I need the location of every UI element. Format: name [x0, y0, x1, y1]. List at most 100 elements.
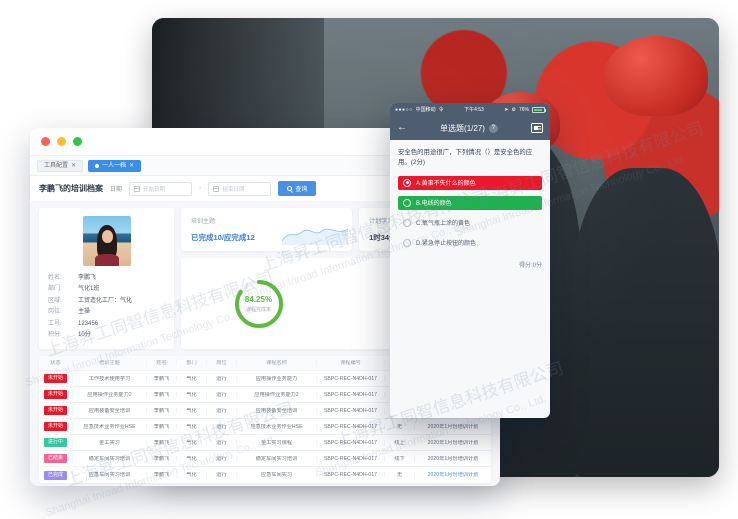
- tab-one-person-one-file[interactable]: 一人一档 ✕: [88, 159, 142, 172]
- search-icon: [287, 186, 293, 191]
- profile-value: 气化1班: [78, 286, 100, 293]
- answer-option-label: C.氧气瓶上涂的黄色: [416, 221, 471, 227]
- cell-dept: 气化: [177, 455, 207, 462]
- answer-option-label: D.紧急停止按钮的颜色: [416, 241, 477, 247]
- start-date-placeholder: 开始日期: [143, 186, 166, 193]
- phone-navigation-bar: ← 单选题(1/27) ?: [390, 116, 550, 140]
- table-row[interactable]: 已完成 应急车间实习培训 李鹏飞 气化 运行 应急车间实习 SBPC-REC-N4DH-01…: [39, 467, 491, 483]
- page-title: 李鹏飞的培训档案: [39, 184, 103, 193]
- question-text: 安全色的用途很广，下列情况（）是安全色的应用。(2分): [398, 149, 533, 167]
- cell-topic: 应急技术业务作业HSE: [73, 423, 147, 430]
- table-row[interactable]: 未开始 工作技术使用学习 李鹏飞 气化 运行 应用操作业务能力 SBPC-REC-N4DH-…: [39, 371, 491, 388]
- answer-option[interactable]: C.氧气瓶上涂的黄色: [398, 216, 542, 230]
- radio-icon[interactable]: [403, 198, 411, 207]
- quiz-content: 安全色的用途很广，下列情况（）是安全色的应用。(2分) A.黄事不失什么的颜色 B…: [390, 140, 550, 277]
- column-header-code: 课程编号: [317, 360, 385, 367]
- cell-plan: 2020年1月份培训计划: [427, 439, 479, 446]
- cell-course: 应用操作业务能力2: [237, 391, 317, 398]
- status-badge: 未开始: [43, 422, 67, 432]
- cell-status: 未开始: [39, 422, 73, 432]
- window-close-button[interactable]: [41, 137, 50, 146]
- answer-option[interactable]: A.黄事不失什么的颜色: [398, 175, 542, 190]
- cell-code: SBPC-REC-N4DH-017: [317, 391, 385, 398]
- avatar-body: [94, 254, 119, 266]
- search-button[interactable]: 查询: [278, 181, 317, 196]
- profile-value: 123456: [78, 320, 99, 327]
- cell-post: 运行: [207, 375, 237, 382]
- tab-label: 一人一档: [102, 162, 127, 169]
- tab-close-icon[interactable]: ✕: [129, 162, 135, 169]
- column-header-post: 岗位: [207, 360, 237, 367]
- avatar-wrapper: [48, 216, 165, 266]
- training-topic-label: 培训主题:: [191, 219, 217, 225]
- cell-dept: 气化: [177, 423, 207, 430]
- start-date-input[interactable]: 开始日期: [129, 181, 193, 196]
- profile-row: 岗位: 主操: [48, 307, 165, 318]
- answer-option[interactable]: D.紧急停止按钮的颜色: [398, 236, 542, 250]
- radio-icon[interactable]: [403, 178, 411, 187]
- answer-card-icon[interactable]: [531, 123, 543, 133]
- status-right-group: ➤ ⚙ 76%: [504, 106, 546, 113]
- mobile-phone-screen: ●●●○○ 中国移动 令 下午4:53 ➤ ⚙ 76% ← 单选题(1/27) …: [390, 103, 550, 418]
- cell-course: 应用操作业务能力: [237, 375, 317, 382]
- table-row[interactable]: 未开始 应急技术业务作业HSE 李鹏飞 气化 运行 应急技术业务作业HSE SBPC-REC…: [39, 419, 491, 436]
- cell-status: 已完成: [39, 470, 73, 480]
- cell-name: 李鹏飞: [147, 391, 177, 398]
- calendar-icon: [134, 185, 141, 192]
- profile-value: 工贸造化工厂：气化: [78, 297, 133, 304]
- radio-icon[interactable]: [403, 238, 411, 247]
- column-header-topic: 培训主题: [73, 360, 147, 367]
- cell-dept: 气化: [177, 375, 207, 382]
- window-minimize-button[interactable]: [57, 137, 66, 146]
- cell-topic: 应急车间实习培训: [73, 472, 147, 479]
- cell-topic: 应用装备安全培训: [73, 407, 147, 414]
- clock-label: 下午4:53: [464, 107, 484, 113]
- table-row[interactable]: 未开始 应用装备安全培训 李鹏飞 气化 运行 应用装备安全培训 SBPC-REC-N4DH-…: [39, 403, 491, 420]
- profile-row: 工号: 123456: [48, 319, 165, 330]
- cell-name: 李鹏飞: [147, 375, 177, 382]
- cell-code: SBPC-REC-N4DH-017: [317, 455, 385, 462]
- cell-post: 运行: [207, 472, 237, 479]
- cell-status: 未开始: [39, 390, 73, 400]
- tab-label: 工具配置: [44, 162, 69, 169]
- radio-icon[interactable]: [403, 218, 411, 227]
- status-badge: 已完成: [43, 470, 67, 480]
- cell-course: 应用装备安全培训: [237, 407, 317, 414]
- carrier-label: 中国移动: [415, 107, 436, 113]
- cell-mode: 无: [385, 423, 415, 430]
- profile-key: 姓名:: [48, 275, 62, 281]
- column-header-dept: 部门: [177, 360, 207, 367]
- profile-value: 主操: [78, 309, 91, 316]
- table-row[interactable]: 进行中 金工实习 李鹏飞 气化 运行 金工实习课程 SBPC-REC-N4DH-017 线上 2…: [39, 435, 491, 452]
- end-date-input[interactable]: 结束日期: [208, 181, 272, 196]
- table-row[interactable]: 已结束 稳定车间实习培训 李鹏飞 气化 运行 稳定车间实习培训 SBPC-REC-N4DH-…: [39, 451, 491, 468]
- cell-mode: 线上: [385, 439, 415, 446]
- profile-row: 部门: 气化1班: [48, 284, 165, 295]
- table-row[interactable]: 未开始 应用操作业务能力2 李鹏飞 气化 运行 应用操作业务能力2 SBPC-REC-N4D…: [39, 387, 491, 404]
- column-header-course: 课程名称: [237, 360, 317, 367]
- cell-course: 应急技术业务作业HSE: [237, 423, 317, 430]
- profile-row: 区域: 工贸造化工厂：气化: [48, 296, 165, 307]
- back-arrow-icon[interactable]: ←: [397, 122, 407, 133]
- cell-name: 李鹏飞: [147, 455, 177, 462]
- score-label: 得分:0分: [518, 262, 542, 269]
- cell-code: SBPC-REC-N4DH-017: [317, 439, 385, 446]
- window-maximize-button[interactable]: [73, 137, 82, 146]
- cell-post: 运行: [207, 455, 237, 462]
- answer-option[interactable]: B.电线的颜色: [398, 195, 542, 210]
- tab-close-icon[interactable]: ✕: [71, 162, 77, 169]
- help-icon[interactable]: ?: [488, 123, 498, 133]
- cell-code: SBPC-REC-N4DH-017: [317, 472, 385, 479]
- profile-key: 岗位:: [48, 309, 62, 316]
- location-arrow-icon: ➤: [504, 106, 509, 113]
- avatar: [82, 216, 131, 266]
- battery-percent-label: 76%: [518, 106, 529, 113]
- cell-mode: 无: [385, 472, 415, 479]
- cell-dept: 气化: [177, 439, 207, 446]
- tab-tool-config[interactable]: 工具配置 ✕: [37, 159, 84, 172]
- profile-value: 李鹏飞: [78, 275, 97, 281]
- cell-post: 运行: [207, 391, 237, 398]
- cell-plan[interactable]: 2020年1月份培训计划: [427, 472, 479, 479]
- cell-post: 运行: [207, 423, 237, 430]
- answer-option-label: A.黄事不失什么的颜色: [416, 181, 476, 187]
